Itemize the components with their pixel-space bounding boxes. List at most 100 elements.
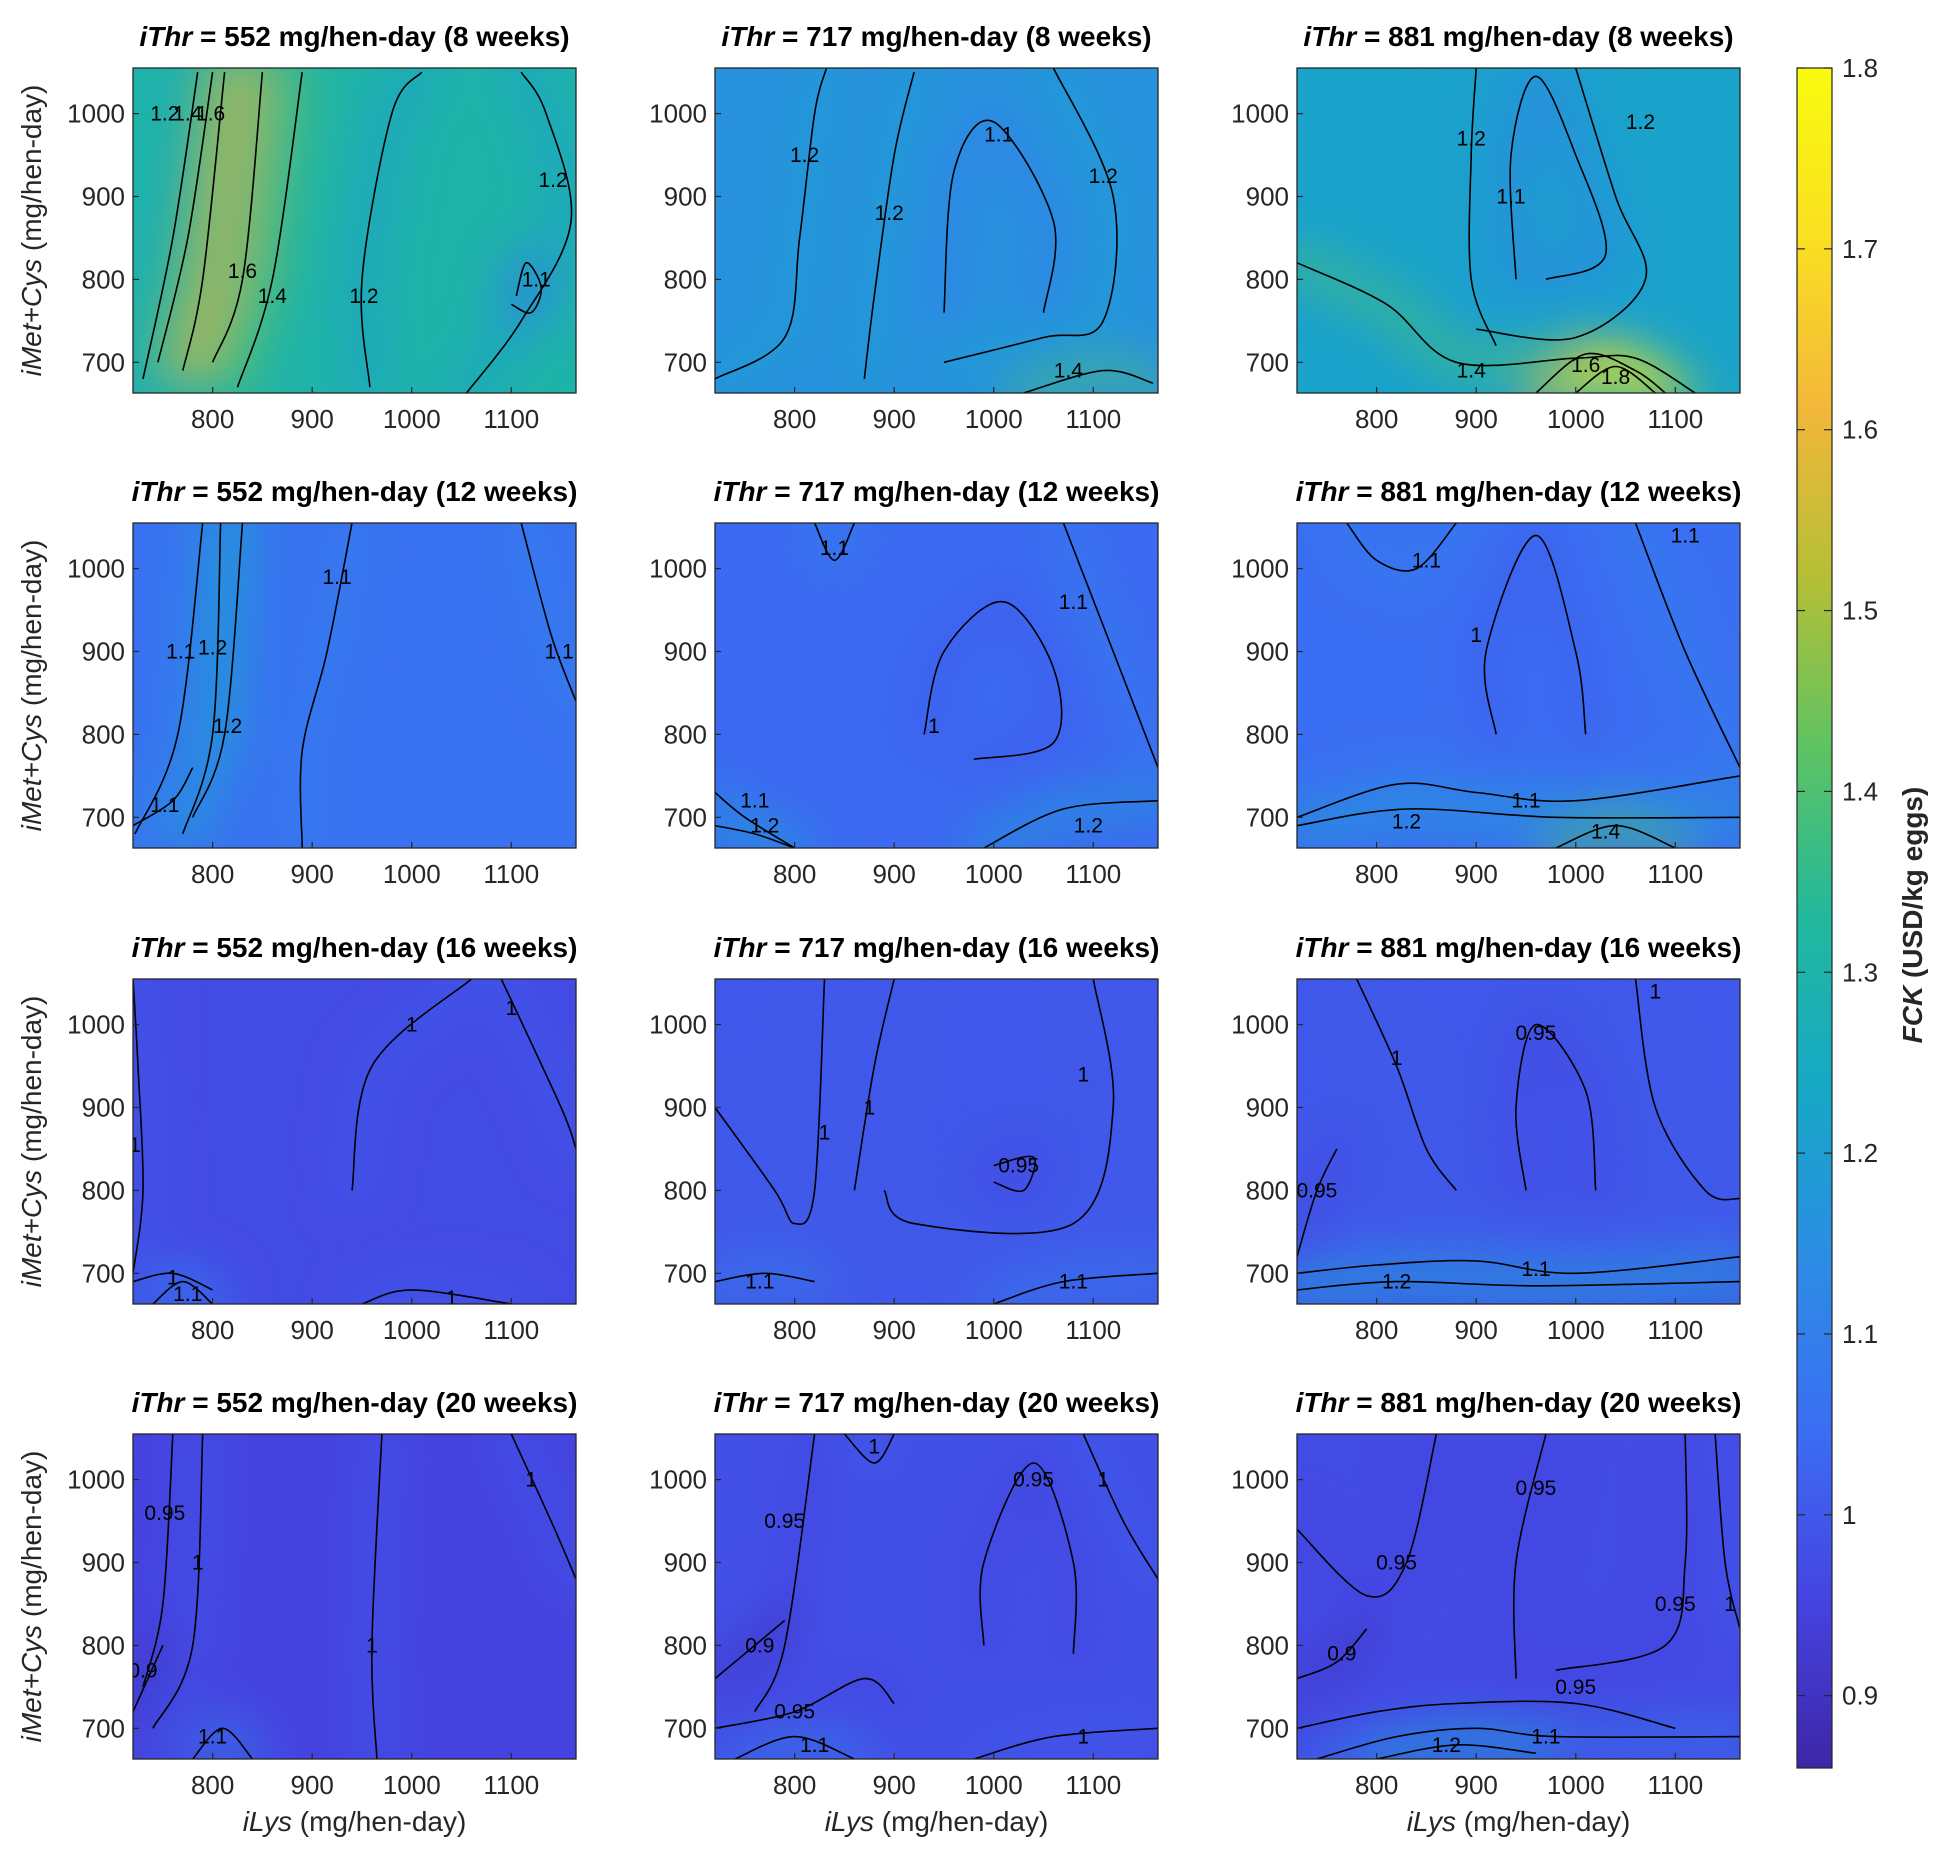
panel-field: 1.2 1.1 1.2 1.4 1.61.8 xyxy=(1297,68,1740,393)
y-tick-label: 1000 xyxy=(649,554,707,584)
contour-line xyxy=(1297,1628,1368,1680)
contour-line xyxy=(715,68,828,380)
panel-title-var: iThr xyxy=(721,21,776,52)
x-tick-label: 800 xyxy=(773,1770,816,1800)
x-tick-label: 1000 xyxy=(1547,859,1605,889)
contour-label: 0.95 xyxy=(144,1502,185,1525)
y-tick-label: 900 xyxy=(664,182,707,212)
contour-label: 1.2 xyxy=(1382,1271,1411,1294)
y-tick-label: 700 xyxy=(1246,802,1289,832)
contour-line xyxy=(715,791,796,848)
contour-label: 1.1 xyxy=(820,537,849,560)
x-tick-label: 800 xyxy=(191,1770,234,1800)
panel-ithr-881-12w: 1.1 1 1.1 1.1 1.2 1.4 800 900 1000 1100 700 800 900 1… xyxy=(1231,476,1741,889)
colorbar-ticks: 0.9 1 1.1 1.2 1.3 1.4 1.5 1.6 1.7 1.8 xyxy=(1797,53,1878,1711)
panel-title-value: = 552 mg/hen-day (20 weeks) xyxy=(184,1387,577,1418)
x-axis-label: iLys (mg/hen-day) xyxy=(1407,1806,1631,1837)
y-axis-label: iMet+Cys (mg/hen-day) xyxy=(16,540,47,832)
panel-title-var: iThr xyxy=(714,932,769,963)
panel-title-value: = 717 mg/hen-day (16 weeks) xyxy=(766,932,1159,963)
contour-line xyxy=(1297,775,1740,819)
colorbar-tick-label: 1.5 xyxy=(1842,596,1878,626)
colorbar-tick-label: 1.8 xyxy=(1842,53,1878,83)
contour-label: 1 xyxy=(446,1287,458,1310)
y-tick-label: 1000 xyxy=(649,1465,707,1495)
x-tick-label: 1100 xyxy=(1065,1770,1121,1800)
contour-label: 1.2 xyxy=(1392,810,1421,833)
panel-title-var: iThr xyxy=(1296,1387,1351,1418)
panel-title: iThr = 881 mg/hen-day (16 weeks) xyxy=(1296,932,1742,963)
y-tick-label: 1000 xyxy=(1231,1465,1289,1495)
panel-title-var: iThr xyxy=(1296,932,1351,963)
panel-field: 1.1 1.21.21.11.11.1 xyxy=(133,523,576,848)
contour-line xyxy=(1634,979,1740,1201)
contour-line xyxy=(715,1272,815,1283)
y-tick-label: 900 xyxy=(664,1093,707,1123)
contour-line xyxy=(191,523,244,818)
contour-line xyxy=(133,1645,164,1713)
contour-line xyxy=(715,1619,786,1680)
colorbar-tick-label: 1.7 xyxy=(1842,234,1878,264)
contour-line xyxy=(813,523,856,562)
contour-label: 0.95 xyxy=(1296,1179,1337,1202)
y-tick-label: 800 xyxy=(664,1175,707,1205)
contour-line xyxy=(943,119,1057,313)
x-axis-var: iLys xyxy=(1407,1806,1456,1837)
contour-label: 0.95 xyxy=(1515,1022,1556,1045)
y-axis-var: iMet+Cys xyxy=(16,259,47,376)
contour-label: 1.8 xyxy=(1601,366,1630,389)
x-tick-label: 800 xyxy=(773,404,816,434)
contour-label: 1 xyxy=(1077,1726,1089,1749)
y-tick-label: 900 xyxy=(664,1548,707,1578)
contour-label: 1.2 xyxy=(349,285,378,308)
y-tick-label: 700 xyxy=(82,1258,125,1288)
contour-line xyxy=(1515,1023,1597,1191)
contour-label: 0.9 xyxy=(745,1634,774,1657)
x-tick-label: 1000 xyxy=(383,1315,441,1345)
contour-line xyxy=(1575,365,1656,393)
contour-label: 1 xyxy=(928,715,940,738)
y-axis-var: iMet+Cys xyxy=(16,714,47,831)
contour-line xyxy=(133,767,194,827)
contour-line xyxy=(1376,1744,1536,1759)
contour-line xyxy=(715,824,795,848)
contour-label: 1.1 xyxy=(1511,790,1540,813)
x-tick-label: 800 xyxy=(1355,859,1398,889)
colorbar-tick-label: 1.4 xyxy=(1842,776,1878,806)
x-tick-label: 800 xyxy=(1355,1315,1398,1345)
panel-frame xyxy=(714,67,1159,394)
contour-label: 1.2 xyxy=(213,715,242,738)
contour-label: 1 xyxy=(525,1469,537,1492)
panel-ithr-881-8w: 1.2 1.1 1.2 1.4 1.61.8 800 900 1000 1100 700 800 90… xyxy=(1231,21,1741,434)
colorbar-tick-label: 1.6 xyxy=(1842,415,1878,445)
y-tick-label: 800 xyxy=(82,1175,125,1205)
contour-label: 1 xyxy=(505,997,517,1020)
y-tick-label: 900 xyxy=(1246,1548,1289,1578)
contour-label: 1 xyxy=(868,1435,880,1458)
contour-line xyxy=(1297,1434,1438,1598)
y-tick-label: 1000 xyxy=(67,1465,125,1495)
contour-line xyxy=(1297,262,1696,393)
contour-line xyxy=(1023,369,1154,393)
contour-line xyxy=(157,71,214,363)
contour-line xyxy=(1297,808,1740,827)
contour-label: 0.95 xyxy=(1655,1593,1696,1616)
panel-ithr-881-20w: 0.95 0.95 0.95 1 0.9 0.95 1.1 1.2 800 900 1000 1100… xyxy=(1231,1387,1741,1837)
colorbar-label: FCK (USD/kg eggs) xyxy=(1897,787,1928,1044)
contour-label: 0.95 xyxy=(1555,1676,1596,1699)
panel-title-var: iThr xyxy=(1303,21,1358,52)
contour-line xyxy=(1297,1700,1676,1730)
contour-label: 0.95 xyxy=(1515,1477,1556,1500)
contour-label: 1 xyxy=(819,1121,831,1144)
contour-line xyxy=(973,1727,1158,1759)
contour-label: 1.4 xyxy=(1457,360,1487,383)
contour-label: 1 xyxy=(192,1552,204,1575)
contour-line xyxy=(182,523,222,835)
panel-frame xyxy=(714,1433,1159,1760)
contour-line xyxy=(510,1434,576,1580)
contour-line xyxy=(133,979,144,1274)
y-tick-label: 1000 xyxy=(649,1010,707,1040)
contour-label: 1.2 xyxy=(1626,111,1655,134)
panel-title-value: = 552 mg/hen-day (16 weeks) xyxy=(184,932,577,963)
x-tick-label: 1100 xyxy=(483,1770,539,1800)
